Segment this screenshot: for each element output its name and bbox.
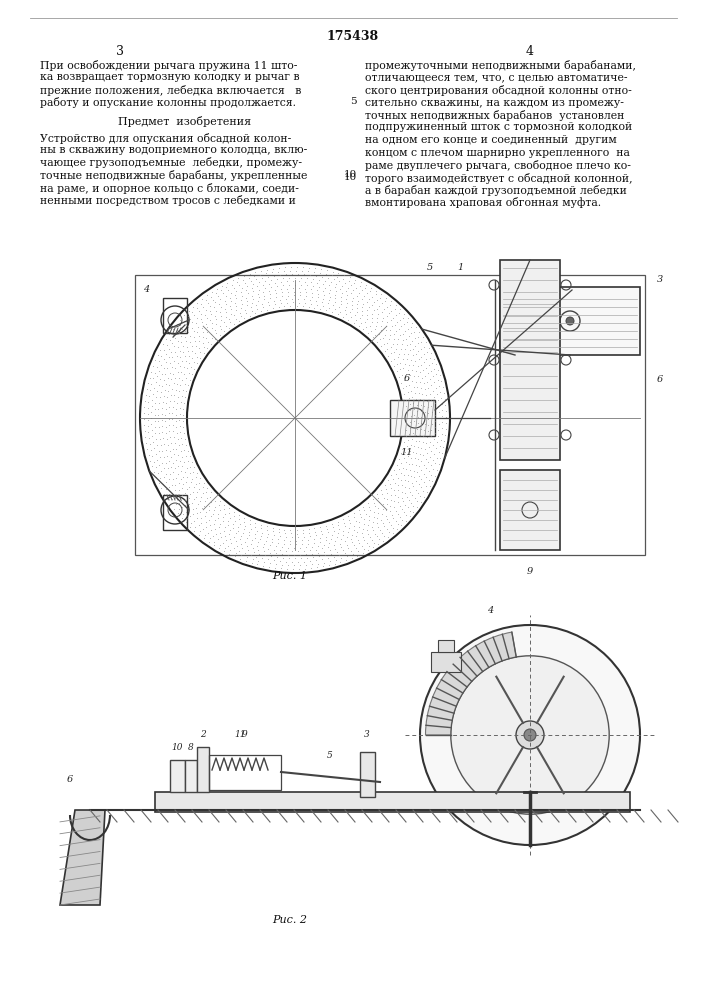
Text: точных неподвижных барабанов  установлен: точных неподвижных барабанов установлен [365, 110, 624, 121]
Circle shape [524, 729, 536, 741]
Text: 10: 10 [344, 170, 357, 179]
Bar [431, 652, 461, 672]
Polygon shape [60, 810, 105, 905]
Text: 8: 8 [188, 743, 194, 752]
Text: 175438: 175438 [327, 30, 379, 43]
Text: 11: 11 [401, 448, 414, 457]
Bar [185, 760, 197, 792]
Text: 10: 10 [344, 172, 357, 182]
Text: 9: 9 [242, 730, 248, 739]
Bar [438, 640, 454, 652]
Text: на одном его конце и соединенный  другим: на одном его конце и соединенный другим [365, 135, 617, 145]
Text: При освобождении рычага пружина 11 што-: При освобождении рычага пружина 11 што- [40, 60, 298, 71]
Bar [135, 275, 645, 555]
Text: 11: 11 [234, 730, 246, 739]
Text: прежние положения, лебедка включается   в: прежние положения, лебедка включается в [40, 85, 301, 96]
Text: промежуточными неподвижными барабанами,: промежуточными неподвижными барабанами, [365, 60, 636, 71]
Bar [209, 755, 281, 790]
Text: раме двуплечего рычага, свободное плечо ко-: раме двуплечего рычага, свободное плечо … [365, 160, 631, 171]
Bar [170, 760, 185, 792]
Circle shape [451, 656, 609, 814]
Text: Рис. 1: Рис. 1 [272, 571, 308, 581]
Text: 6: 6 [657, 375, 663, 384]
Text: 5: 5 [327, 751, 333, 760]
Text: концом с плечом шарнирно укрепленного  на: концом с плечом шарнирно укрепленного на [365, 147, 630, 157]
Circle shape [420, 625, 640, 845]
Text: 4: 4 [526, 45, 534, 58]
Text: 3: 3 [364, 730, 370, 739]
Text: сительно скважины, на каждом из промежу-: сительно скважины, на каждом из промежу- [365, 98, 624, 107]
Bar [500, 287, 640, 355]
Text: Предмет  изобретения: Предмет изобретения [119, 116, 252, 127]
Bar [500, 470, 560, 550]
Text: 4: 4 [487, 606, 493, 615]
Text: 9: 9 [527, 567, 533, 576]
Text: точные неподвижные барабаны, укрепленные: точные неподвижные барабаны, укрепленные [40, 170, 308, 181]
Wedge shape [426, 632, 516, 735]
Bar [500, 260, 560, 460]
Circle shape [516, 721, 544, 749]
Text: чающее грузоподъемные  лебедки, промежу-: чающее грузоподъемные лебедки, промежу- [40, 157, 302, 168]
Text: 10: 10 [171, 743, 182, 752]
Text: 6: 6 [404, 374, 410, 383]
Text: подпружиненный шток с тормозной колодкой: подпружиненный шток с тормозной колодкой [365, 122, 632, 132]
Text: 3: 3 [657, 275, 663, 284]
Text: отличающееся тем, что, с целью автоматиче-: отличающееся тем, что, с целью автоматич… [365, 73, 628, 83]
Text: ка возвращает тормозную колодку и рычаг в: ка возвращает тормозную колодку и рычаг … [40, 73, 300, 83]
Text: Устройство для опускания обсадной колон-: Устройство для опускания обсадной колон- [40, 132, 291, 143]
Text: а в барабан каждой грузоподъемной лебедки: а в барабан каждой грузоподъемной лебедк… [365, 185, 627, 196]
Text: 4: 4 [143, 285, 149, 294]
Text: 1: 1 [457, 263, 463, 272]
Bar [197, 747, 209, 792]
Text: 2: 2 [200, 730, 206, 739]
Text: ского центрирования обсадной колонны отно-: ского центрирования обсадной колонны отн… [365, 85, 632, 96]
Bar [390, 400, 435, 436]
Text: 6: 6 [67, 776, 73, 784]
Text: работу и опускание колонны продолжается.: работу и опускание колонны продолжается. [40, 98, 296, 108]
Circle shape [566, 317, 574, 325]
Bar [163, 495, 187, 530]
Text: торого взаимодействует с обсадной колонной,: торого взаимодействует с обсадной колонн… [365, 172, 633, 184]
Text: ненными посредством тросов с лебедками и: ненными посредством тросов с лебедками и [40, 195, 296, 206]
Text: 5: 5 [351, 98, 357, 106]
Bar [163, 298, 187, 333]
Text: ны в скважину водоприемного колодца, вклю-: ны в скважину водоприемного колодца, вкл… [40, 145, 308, 155]
Text: на раме, и опорное кольцо с блоками, соеди-: на раме, и опорное кольцо с блоками, сое… [40, 182, 299, 194]
Text: Рис. 2: Рис. 2 [272, 915, 308, 925]
Text: 3: 3 [116, 45, 124, 58]
Bar [360, 752, 375, 797]
Text: вмонтирована храповая обгонная муфта.: вмонтирована храповая обгонная муфта. [365, 198, 601, 209]
Bar [155, 792, 630, 812]
Text: 5: 5 [427, 263, 433, 272]
